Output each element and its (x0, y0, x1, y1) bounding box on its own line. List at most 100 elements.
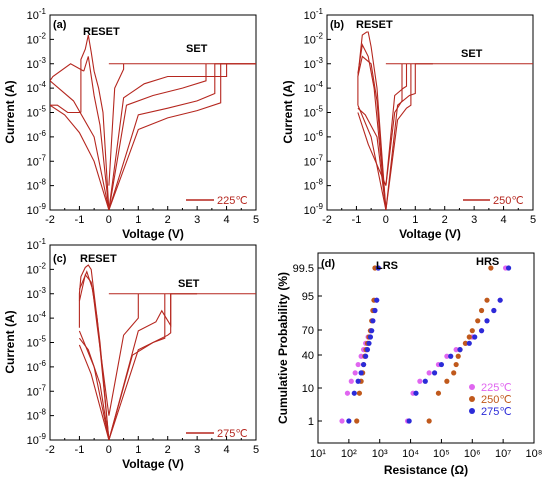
legend-marker (469, 396, 475, 402)
data-point-hrs (478, 328, 485, 334)
y-tick-label: 10-4 (304, 80, 324, 95)
x-tick-label: 10⁷ (495, 448, 511, 460)
x-tick-label: 1 (135, 444, 141, 456)
data-point-hrs (488, 265, 494, 271)
y-tick-label: 95 (302, 291, 314, 303)
y-ticks-d: 1 10 40 70 95 99.5 (293, 263, 322, 428)
x-axis-title-c: Voltage (V) (122, 457, 184, 471)
data-point-hrs (497, 297, 503, 303)
data-point-hrs (406, 418, 412, 424)
data-point-hrs (478, 307, 485, 314)
data-point-lrs (358, 370, 364, 376)
y-tick-label: 10-8 (27, 408, 47, 423)
y-tick-label: 10-7 (27, 153, 47, 168)
data-point-hrs (462, 340, 469, 346)
x-tick-label: -2 (322, 214, 332, 226)
iv-curve (385, 63, 403, 186)
x-tick-label: 10¹ (310, 448, 326, 460)
x-tick-label: 3 (471, 214, 477, 226)
iv-curve (108, 63, 228, 210)
data-point-lrs (358, 353, 364, 359)
y-tick-label: 10-3 (27, 56, 47, 71)
y-tick-label: 10-7 (304, 153, 324, 168)
x-tick-label: 4 (501, 214, 507, 226)
legend-label-b: 250℃ (493, 195, 524, 207)
y-tick-label: 10-5 (27, 335, 47, 350)
iv-curve (108, 63, 125, 186)
annotation-set-a: SET (186, 43, 208, 55)
x-tick-label: 3 (194, 444, 200, 456)
x-tick-label: 2 (165, 444, 171, 456)
x-tick-label: 2 (442, 214, 448, 226)
x-tick-label: 5 (253, 214, 259, 226)
legend-label: 225℃ (481, 382, 512, 394)
y-tick-label: 10-9 (304, 202, 324, 217)
y-tick-label: 10-2 (27, 31, 47, 46)
data-point-hrs (431, 370, 438, 376)
y-tick-label: 10-9 (27, 202, 47, 217)
x-tick-label: 10³ (372, 448, 388, 460)
x-axis-title-a: Voltage (V) (122, 227, 184, 241)
x-tick-label: -1 (75, 444, 85, 456)
annotation-reset-c: RESET (80, 253, 117, 265)
y-tick-label: 10-3 (304, 56, 324, 71)
iv-curve (385, 63, 412, 210)
x-tick-label: 10⁶ (464, 448, 481, 460)
iv-curve (80, 34, 110, 210)
data-point-hrs (472, 334, 478, 340)
iv-curve (357, 43, 387, 210)
iv-curve (83, 56, 110, 210)
x-tick-label: 1 (135, 214, 141, 226)
x-axis-title-b: Voltage (V) (399, 227, 461, 241)
data-point-hrs (444, 353, 450, 359)
data-point-lrs (351, 390, 357, 396)
data-point-lrs (369, 328, 375, 334)
panel-d: 10¹ 10² 10³ 10⁴ 10⁵ 10⁶ 10⁷ 10⁸ 1 10 40 70 95 99.5 (… (276, 252, 543, 477)
iv-curve (357, 104, 387, 210)
y-tick-label: 10-8 (27, 178, 47, 193)
data-point-hrs (448, 353, 454, 359)
data-point-hrs (505, 265, 512, 271)
plot-frame-d (317, 252, 535, 444)
y-tick-label: 40 (302, 350, 314, 362)
iv-curve (50, 80, 110, 210)
y-tick-label: 99.5 (293, 263, 314, 275)
x-ticks-b: -2 -1 0 1 2 3 4 5 (322, 206, 536, 226)
data-point-lrs (356, 390, 363, 396)
y-tick-label: 10-2 (27, 261, 47, 276)
y-tick-label: 10-6 (27, 129, 47, 144)
y-tick-label: 10-1 (304, 7, 324, 22)
x-tick-label: 0 (106, 444, 112, 456)
data-point-lrs (352, 370, 358, 376)
panel-label-a: (a) (53, 19, 67, 31)
data-point-hrs (438, 361, 445, 368)
panel-b: -2 -1 0 1 2 3 4 5 10-910-810-710-610-510-410-31… (281, 7, 536, 241)
data-point-hrs (466, 340, 472, 346)
x-tick-label: 10⁸ (526, 448, 543, 460)
data-point-lrs (367, 334, 374, 340)
annotation-reset-a: RESET (83, 26, 120, 38)
y-tick-label: 10-4 (27, 80, 47, 95)
annotation-set-b: SET (461, 48, 483, 60)
x-tick-label: 3 (194, 214, 200, 226)
data-point-lrs (348, 378, 354, 384)
y-ticks-c: 10-9 10-8 10-7 10-6 10-5 10-4 10-3 10-2 10-1 (27, 237, 54, 447)
y-axis-title-a: Current (A) (3, 80, 17, 143)
iv-curve (385, 63, 408, 186)
curves-a (50, 34, 256, 210)
x-tick-label: 10⁴ (402, 448, 419, 460)
x-tick-label: -1 (75, 214, 85, 226)
x-tick-label: 0 (106, 214, 112, 226)
data-point-lrs (375, 265, 381, 271)
x-tick-label: 10² (341, 448, 357, 460)
annotation-set-c: SET (178, 278, 200, 290)
data-point-hrs (413, 390, 419, 396)
y-tick-label: 10-6 (27, 359, 47, 374)
y-axis-title-c: Current (A) (3, 310, 17, 373)
data-point-hrs (484, 297, 490, 303)
iv-curve (50, 63, 85, 82)
iv-curve (108, 63, 256, 210)
x-tick-label: 10⁵ (433, 448, 450, 460)
iv-curve (108, 293, 139, 416)
